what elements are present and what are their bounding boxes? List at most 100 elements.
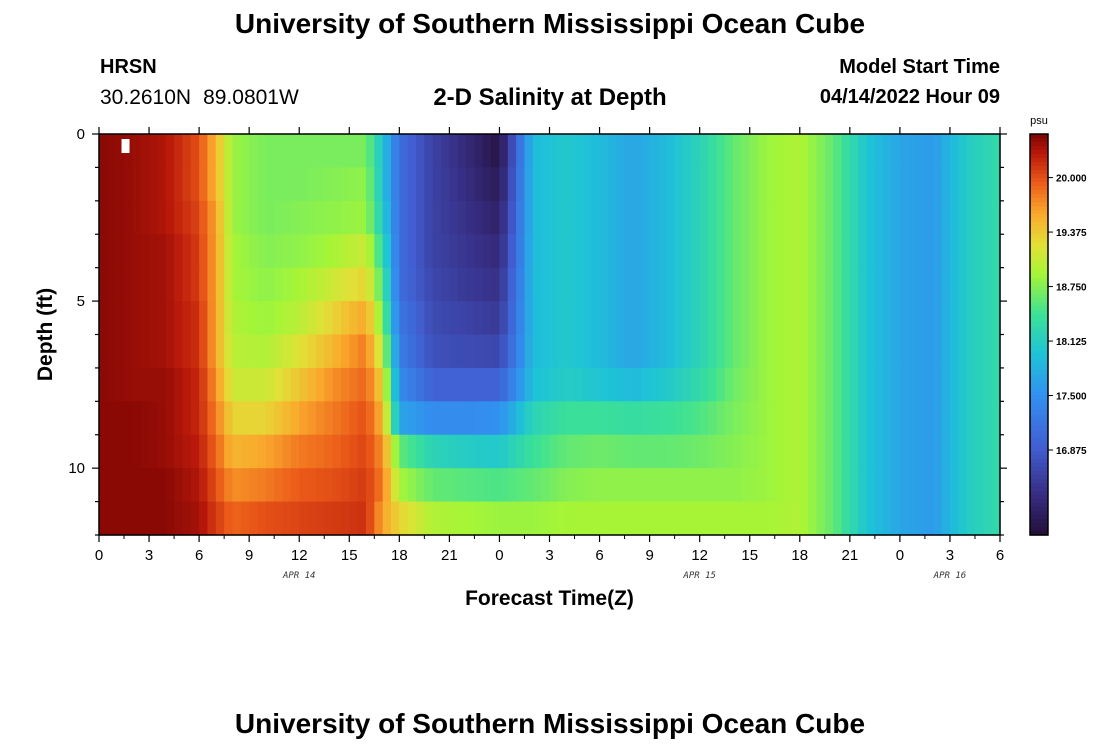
x-tick-label: 3 [946, 547, 954, 564]
heatmap-cell [941, 367, 951, 402]
heatmap-cell [507, 468, 517, 503]
heatmap-cell [249, 468, 259, 503]
heatmap-cell [99, 267, 108, 302]
heatmap-cell [557, 334, 567, 369]
heatmap-cell [190, 200, 200, 235]
heatmap-cell [115, 267, 125, 302]
heatmap-cell [766, 468, 776, 503]
heatmap-cell [966, 434, 976, 469]
heatmap-cell [349, 134, 359, 169]
heatmap-cell [974, 468, 984, 503]
heatmap-cell [766, 301, 776, 336]
heatmap-cell [924, 401, 934, 436]
heatmap-cell [774, 134, 784, 169]
heatmap-cell [524, 334, 534, 369]
heatmap-cell [282, 434, 292, 469]
heatmap-cell [883, 334, 893, 369]
heatmap-cell [232, 301, 242, 336]
heatmap-cell [432, 334, 442, 369]
heatmap-cell [624, 334, 634, 369]
heatmap-cell [432, 501, 442, 536]
heatmap-cell [499, 167, 509, 202]
heatmap-cell [666, 501, 676, 536]
colorbar-segment [1030, 382, 1048, 388]
heatmap-cell [432, 301, 442, 336]
colorbar-segment [1030, 394, 1048, 400]
heatmap-cell [232, 334, 242, 369]
heatmap-cell [541, 434, 551, 469]
heatmap-cell [257, 301, 267, 336]
heatmap-cell [390, 501, 400, 536]
heatmap-cell [290, 301, 300, 336]
colorbar-segment [1030, 142, 1048, 147]
heatmap-cell [783, 501, 793, 536]
heatmap-cell [357, 301, 367, 336]
x-tick-label: 0 [95, 547, 103, 564]
heatmap-cell [883, 267, 893, 302]
heatmap-cell [808, 301, 818, 336]
heatmap-cell [390, 367, 400, 402]
heatmap-cell [766, 434, 776, 469]
colorbar-segment [1030, 214, 1048, 219]
heatmap-cell [582, 367, 592, 402]
heatmap-cell [474, 334, 484, 369]
heatmap-cell [257, 501, 267, 536]
heatmap-cell [799, 501, 809, 536]
heatmap-cell [891, 501, 901, 536]
colorbar-segment [1030, 154, 1048, 159]
heatmap-cell [516, 401, 526, 436]
heatmap-cell [382, 167, 392, 202]
heatmap-cell [958, 134, 968, 169]
heatmap-cell [466, 468, 476, 503]
heatmap-cell [716, 134, 726, 169]
heatmap-cell [883, 234, 893, 269]
heatmap-cell [315, 301, 325, 336]
heatmap-cell [541, 200, 551, 235]
heatmap-cell [657, 434, 667, 469]
colorbar-segment [1030, 482, 1048, 488]
heatmap-cell [424, 134, 434, 169]
heatmap-cell [274, 267, 284, 302]
heatmap-cell [140, 301, 150, 336]
heatmap-cell [215, 134, 225, 169]
heatmap-cell [908, 367, 918, 402]
heatmap-cell [983, 401, 993, 436]
heatmap-cell [549, 468, 559, 503]
colorbar-segment [1030, 490, 1048, 496]
heatmap-cell [257, 468, 267, 503]
heatmap-cell [516, 434, 526, 469]
heatmap-cell [724, 234, 734, 269]
heatmap-cell [299, 501, 309, 536]
heatmap-cell [566, 501, 576, 536]
heatmap-cell [424, 367, 434, 402]
heatmap-cell [949, 401, 959, 436]
heatmap-cell [708, 301, 717, 336]
heatmap-cell [507, 334, 517, 369]
heatmap-cell [616, 134, 626, 169]
heatmap-cell [174, 434, 184, 469]
heatmap-cell [607, 468, 617, 503]
heatmap-cell [390, 301, 400, 336]
heatmap-cell [582, 167, 592, 202]
heatmap-cell [107, 401, 117, 436]
heatmap-cell [466, 200, 476, 235]
heatmap-cell [449, 468, 459, 503]
heatmap-cell [774, 167, 784, 202]
heatmap-cell [866, 367, 876, 402]
heatmap-cell [240, 167, 250, 202]
heatmap-cell [224, 401, 234, 436]
heatmap-cell [557, 367, 567, 402]
heatmap-cell [858, 468, 868, 503]
heatmap-cell [524, 234, 534, 269]
heatmap-cell [974, 401, 984, 436]
heatmap-cell [841, 501, 851, 536]
heatmap-cell [624, 200, 634, 235]
heatmap-cell [416, 334, 425, 369]
heatmap-cell [416, 200, 425, 235]
heatmap-cell [624, 434, 634, 469]
heatmap-cell [299, 434, 309, 469]
heatmap-cell [257, 334, 267, 369]
heatmap-cell [466, 334, 476, 369]
heatmap-cell [733, 167, 742, 202]
heatmap-cell [315, 134, 325, 169]
